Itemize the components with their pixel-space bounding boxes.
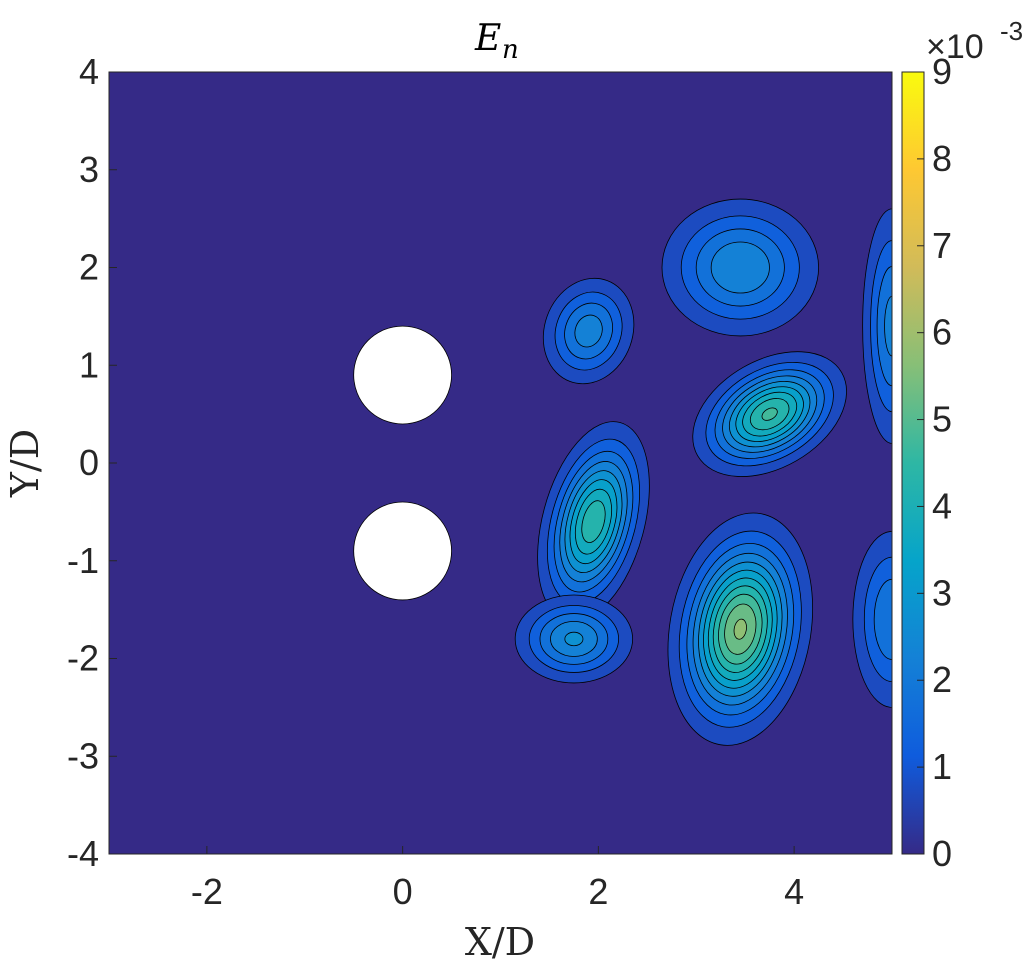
contour-level [581,500,606,543]
cylinder [353,325,452,425]
colorbar-tick-label: 2 [932,659,952,700]
colorbar-tick-label: 4 [932,485,952,526]
cylinders [353,325,452,601]
contour-level [710,241,770,294]
y-tick-label: 4 [79,51,99,92]
contour-blob [852,531,892,708]
colorbar-tick-label: 3 [932,572,952,613]
x-tick-label: 2 [588,871,608,912]
contour-blob [667,512,814,746]
colorbar-ticks: 0 1 2 3 4 5 6 7 8 9 [917,51,952,874]
colorbar-multiplier: ×10 -3 [926,16,1023,66]
x-tick-label: 4 [784,871,804,912]
title-base: E [474,18,501,59]
contour-level [574,314,603,348]
contour-blob [542,277,635,385]
colorbar-tick-label: 7 [932,225,952,266]
plot-area [109,72,892,854]
colorbar-multiplier-base: ×10 [926,28,984,66]
x-axis: -2 0 2 4 [191,846,804,912]
colorbar-tick-label: 0 [932,833,952,874]
contour-blob [661,198,819,337]
y-axis: -4 -3 -2 -1 0 1 2 3 4 [67,51,117,874]
colorbar-tick-label: 8 [932,138,952,179]
colorbar: 0 1 2 3 4 5 6 7 8 9 ×10 -3 [901,16,1023,874]
chart-title: E n [474,18,519,65]
contour-level [733,618,747,640]
contour-level [761,407,778,421]
x-tick-label: 0 [393,871,413,912]
y-tick-label: 1 [79,344,99,385]
colorbar-multiplier-exponent: -3 [1000,16,1023,46]
colorbar-tick-label: 1 [932,746,952,787]
colorbar-tick-label: 6 [932,312,952,353]
contour-level [873,578,892,660]
y-tick-label: -2 [67,638,99,679]
colorbar-tick-label: 5 [932,399,952,440]
contour-blob [537,421,650,623]
y-axis-label: Y/D [3,429,47,498]
colorbar-tick-label: 9 [932,51,952,92]
title-subscript: n [502,35,519,65]
colorbar-gradient [902,72,924,854]
contour-blob [862,208,892,444]
colorbar-frame [901,71,925,855]
contour-layers [514,198,892,746]
y-tick-label: 3 [79,149,99,190]
contour-level [884,296,892,357]
contour-level [564,631,584,647]
y-tick-label: 2 [79,247,99,288]
cylinder [353,501,452,601]
y-tick-label: -4 [67,833,99,874]
contour-blob [692,351,847,477]
y-tick-label: -3 [67,735,99,776]
contour-blob [514,594,634,684]
y-tick-label: 0 [79,442,99,483]
x-axis-label: X/D [465,920,535,964]
x-tick-label: -2 [191,871,223,912]
y-tick-label: -1 [67,540,99,581]
